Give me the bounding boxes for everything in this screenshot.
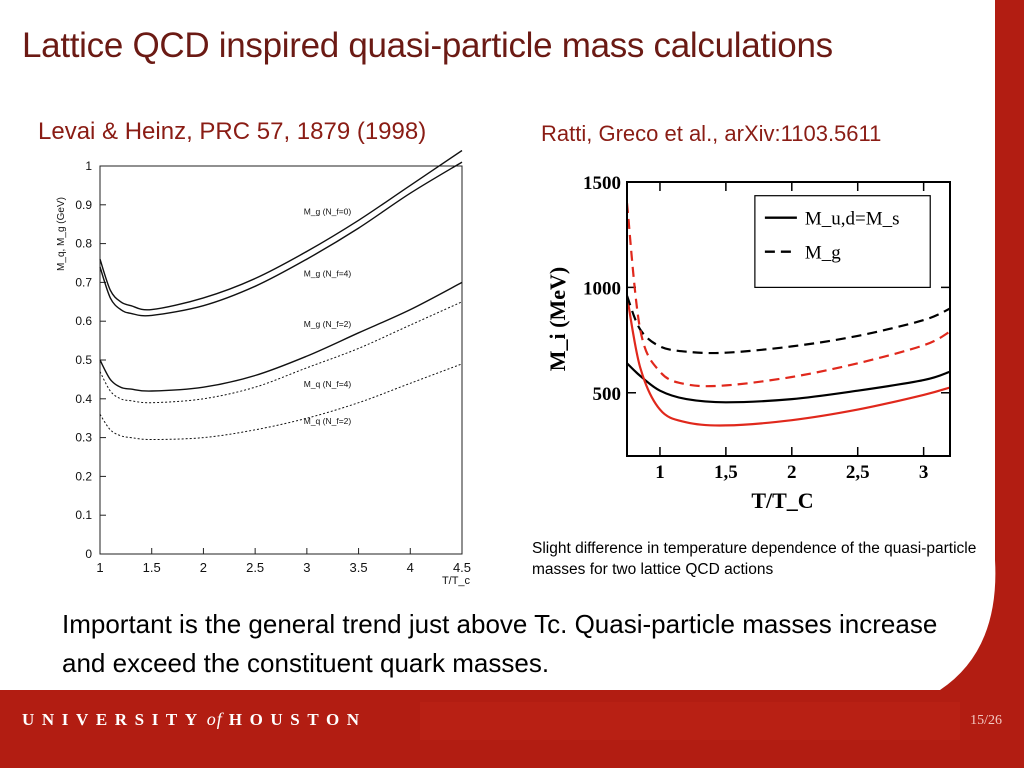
y-tick-label: 0	[85, 547, 92, 561]
y-tick-label: 0.1	[75, 508, 92, 522]
legend-label-1: M_g	[805, 243, 841, 264]
y-tick-label: 0.2	[75, 469, 92, 483]
x-axis-label: T/T_C	[751, 488, 813, 513]
slide-body-text: Important is the general trend just abov…	[62, 609, 938, 678]
series-label-3: M_q (N_f=4)	[304, 379, 352, 389]
x-tick-label: 3	[303, 560, 310, 575]
x-tick-label: 1	[96, 560, 103, 575]
x-tick-label: 1,5	[714, 462, 738, 483]
series-group	[627, 202, 950, 427]
x-tick-label: 3.5	[350, 560, 368, 575]
reference-left: Levai & Heinz, PRC 57, 1879 (1998)	[38, 118, 427, 145]
y-tick-label: 0.4	[75, 392, 92, 406]
legend-label-0: M_u,d=M_s	[805, 209, 900, 230]
series-line-0	[627, 362, 950, 404]
y-tick-label: 0.9	[75, 198, 92, 212]
y-tick-label: 500	[593, 384, 622, 405]
x-tick-label: 1.5	[143, 560, 161, 575]
series-label-0: M_g (N_f=0)	[304, 207, 352, 217]
series-label-4: M_q (N_f=2)	[304, 416, 352, 426]
series-line-1	[627, 295, 950, 427]
chart-ratti-greco: 1 1,5 2 2,5 3 500 1000 1500 T/T_C M_i (MeV) M_u,d=…	[545, 173, 951, 513]
page-number: 15/26	[970, 713, 1002, 728]
series-line-2	[627, 295, 950, 355]
reference-right: Ratti, Greco et al., arXiv:1103.5611	[541, 121, 882, 146]
series-label-1: M_g (N_f=4)	[304, 269, 352, 279]
series-line-3	[99, 301, 463, 404]
plot-frame	[99, 165, 463, 555]
series-line-2	[99, 281, 463, 392]
x-tick-label: 2.5	[246, 560, 264, 575]
x-tick-label: 4.5	[453, 560, 471, 575]
x-tick-label: 2	[200, 560, 207, 575]
x-tick-label: 3	[919, 462, 929, 483]
y-tick-label: 1000	[583, 278, 621, 299]
footer-bar	[0, 690, 1024, 768]
red-right-edge	[940, 0, 1024, 690]
y-tick-label: 0.8	[75, 237, 92, 251]
x-tick-label: 2,5	[846, 462, 870, 483]
series-line-1	[99, 161, 463, 317]
series-line-0	[99, 150, 463, 311]
x-tick-label: 2	[787, 462, 797, 483]
x-axis-label: T/T_c	[442, 575, 471, 587]
y-tick-label: 0.6	[75, 314, 92, 328]
figure-caption: Slight difference in temperature depende…	[532, 540, 977, 578]
x-tick-label: 4	[407, 560, 414, 575]
plot-frame	[626, 181, 951, 457]
y-tick-label: 0.5	[75, 353, 92, 367]
y-axis-label: M_q, M_g (GeV)	[56, 197, 67, 271]
y-tick-label: 1	[85, 159, 92, 173]
x-tick-label: 1	[655, 462, 665, 483]
legend-box	[754, 195, 931, 288]
university-logo: UNIVERSITY of HOUSTON	[22, 709, 367, 729]
chart-levai-heinz: 1 1.5 2 2.5 3 3.5 4 4.5 0 0.1 0.2 0.3 0.4 0.5 0.6 0.7 0.…	[56, 150, 471, 587]
y-tick-label: 0.7	[75, 275, 92, 289]
series-line-4	[99, 363, 463, 441]
y-tick-label: 0.3	[75, 431, 92, 445]
series-line-3	[627, 202, 950, 388]
slide-title: Lattice QCD inspired quasi-particle mass…	[22, 26, 833, 65]
series-label-2: M_g (N_f=2)	[304, 319, 352, 329]
y-axis-label: M_i (MeV)	[545, 267, 570, 371]
y-tick-label: 1500	[583, 173, 621, 194]
